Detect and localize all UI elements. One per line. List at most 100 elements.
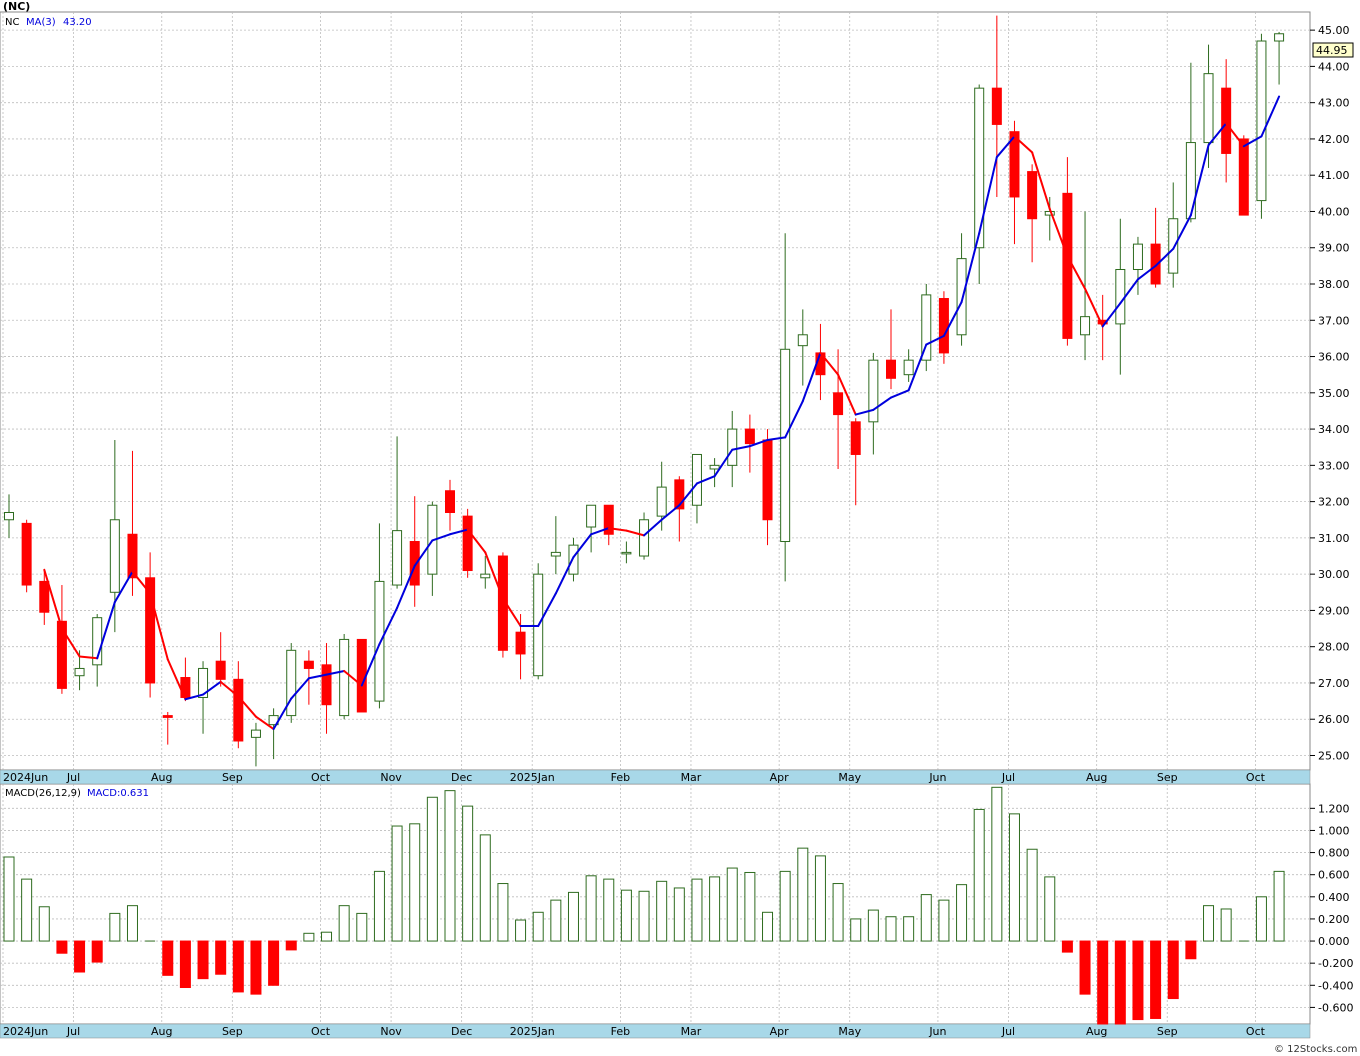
candle-down (886, 359, 896, 379)
macd-bar-positive (620, 889, 632, 942)
macd-bar-positive (832, 883, 844, 942)
candle-down (1221, 87, 1232, 154)
macd-bar-negative (285, 940, 297, 951)
macd-bar-positive (1203, 905, 1215, 942)
macd-bar-positive (21, 878, 33, 942)
price-x-label: 2024Jun (3, 771, 48, 784)
candle-down (445, 490, 455, 513)
candle-up (1185, 142, 1196, 220)
price-tick-label: 33.00 (1318, 459, 1350, 472)
candle-down (1150, 243, 1161, 285)
ma-segment (1101, 302, 1122, 328)
ma-segment (78, 655, 99, 660)
candle-down (991, 87, 1002, 125)
macd-bar-positive (691, 878, 703, 942)
ma-segment (678, 482, 698, 507)
candle-down (497, 555, 508, 651)
macd-x-label: Feb (611, 1025, 630, 1038)
price-tick-label: 32.00 (1318, 496, 1350, 509)
ma-segment (1066, 255, 1087, 290)
macd-bar-positive (409, 823, 421, 942)
ma-segment (978, 156, 998, 235)
macd-bar-positive (532, 911, 544, 942)
macd-bar-positive (762, 911, 774, 942)
ma-segment (60, 627, 81, 658)
macd-bar-positive (567, 891, 579, 942)
ma-segment (501, 597, 522, 628)
ma-segment (1207, 122, 1228, 147)
macd-bar-positive (1220, 908, 1232, 942)
macd-bar-positive (1044, 876, 1056, 942)
candle-down (162, 715, 173, 718)
legend-ticker: NC (5, 17, 19, 28)
macd-bar-negative (1061, 940, 1073, 953)
candle-down (762, 439, 773, 521)
macd-bar-positive (303, 932, 315, 942)
price-tick-label: 41.00 (1318, 169, 1350, 182)
macd-bars (3, 786, 1285, 1025)
ma-segment (360, 643, 381, 687)
macd-legend-label: MACD(26,12,9) (5, 788, 81, 799)
ma-segment (554, 556, 575, 595)
macd-bar-positive (956, 884, 968, 942)
candle-up (1274, 33, 1285, 42)
ma-segment (431, 533, 451, 542)
price-x-label: Aug (1086, 771, 1107, 784)
macd-tick-label: -0.200 (1318, 957, 1353, 970)
macd-bar-positive (391, 825, 403, 942)
macd-bar-positive (497, 883, 509, 942)
price-x-label: Feb (611, 771, 630, 784)
ma-segment (1189, 144, 1210, 217)
ma-segment (43, 568, 63, 630)
ma-segment (149, 592, 169, 661)
macd-bar-positive (885, 916, 897, 942)
macd-bar-positive (867, 909, 879, 942)
candle-up (1080, 316, 1091, 336)
ma-segment (184, 693, 205, 701)
ma-segment (695, 475, 716, 485)
candle-down (1027, 171, 1038, 220)
macd-bar-positive (515, 919, 527, 942)
legend-ma-label: MA(3) (26, 17, 56, 28)
price-x-label: Aug (151, 771, 172, 784)
price-tick-label: 43.00 (1318, 97, 1350, 110)
macd-bar-negative (250, 940, 262, 995)
macd-bar-negative (179, 940, 191, 989)
price-y-axis: 25.00 26.00 27.00 28.00 29.00 30.00 31.00 32.00… (1310, 24, 1350, 762)
ma-segment (713, 448, 734, 478)
price-tick-label: 42.00 (1318, 133, 1350, 146)
candle-up (709, 464, 720, 470)
ma-segment (1084, 287, 1104, 328)
candle-up (974, 87, 985, 249)
macd-tick-label: 0.000 (1318, 935, 1350, 948)
candle-down (303, 660, 314, 669)
ma-segment (854, 408, 875, 416)
ma-segment (343, 669, 363, 687)
price-x-label: Apr (770, 771, 790, 784)
candle-down (39, 580, 50, 613)
macd-bar-positive (603, 878, 615, 942)
candle-down (145, 577, 156, 684)
ma-segment (396, 564, 416, 609)
macd-bar-negative (1079, 940, 1091, 995)
macd-bar-positive (338, 905, 350, 942)
candle-down (850, 421, 861, 455)
ma-segment (378, 606, 399, 646)
macd-bar-positive (1026, 848, 1038, 942)
price-x-label: Jul (66, 771, 80, 784)
candle-up (339, 638, 350, 717)
ma-segment (801, 351, 822, 403)
ma-segment (625, 529, 646, 537)
price-time-axis-band (0, 769, 1311, 785)
ma-segment (237, 695, 257, 718)
last-price-badge-box (1312, 42, 1354, 58)
candle-down (1062, 192, 1073, 339)
macd-x-label: Oct (311, 1025, 331, 1038)
candle-up (868, 359, 879, 423)
candle-up (956, 258, 967, 336)
macd-tick-label: 0.800 (1318, 847, 1350, 860)
ma-segment (1031, 151, 1051, 210)
macd-bar-positive (850, 918, 862, 942)
candle-up (1203, 73, 1214, 144)
macd-bar-positive (656, 880, 668, 942)
